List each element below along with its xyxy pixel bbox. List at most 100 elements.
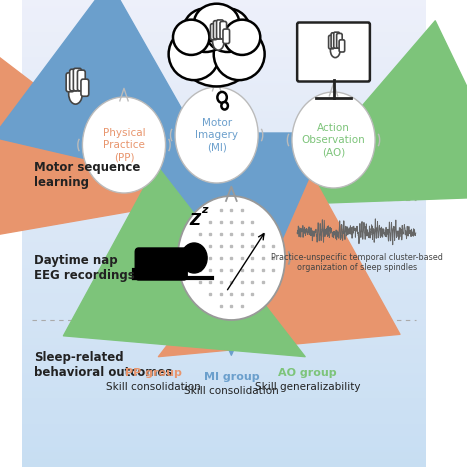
Bar (22, 5, 426, 7)
Bar (22, 350, 426, 353)
Bar (22, 278, 426, 280)
Bar (22, 434, 426, 437)
Bar (22, 320, 426, 322)
Text: Skill consolidation: Skill consolidation (106, 382, 201, 392)
Bar (22, 392, 426, 395)
Bar (22, 226, 426, 229)
Bar (22, 208, 426, 210)
Bar (22, 334, 426, 336)
Bar (22, 105, 426, 107)
Bar (22, 423, 426, 425)
Bar (22, 369, 426, 371)
Bar (22, 413, 426, 416)
Ellipse shape (183, 8, 228, 52)
Bar (22, 77, 426, 79)
Bar (22, 360, 426, 362)
Bar (22, 255, 426, 257)
Bar (22, 205, 426, 208)
Ellipse shape (169, 28, 219, 80)
Bar (22, 248, 426, 250)
Bar (22, 362, 426, 364)
Bar (22, 446, 426, 448)
Bar (22, 100, 426, 103)
Bar (22, 343, 426, 346)
Bar (22, 9, 426, 12)
Ellipse shape (69, 84, 82, 104)
Bar (22, 318, 426, 320)
Text: AO group: AO group (278, 368, 337, 378)
Bar (22, 451, 426, 453)
FancyBboxPatch shape (217, 20, 224, 39)
Bar (22, 308, 426, 311)
Bar (22, 371, 426, 374)
Bar (22, 124, 426, 126)
Bar (22, 329, 426, 332)
Bar (22, 26, 426, 28)
Bar (22, 0, 426, 2)
Bar (22, 93, 426, 96)
Bar (22, 311, 426, 313)
Bar (22, 427, 426, 430)
Bar (22, 70, 426, 72)
Bar (22, 177, 426, 180)
Bar (22, 12, 426, 14)
Bar (22, 180, 426, 182)
Bar (22, 42, 426, 44)
FancyBboxPatch shape (213, 21, 220, 39)
Bar (22, 229, 426, 231)
Bar (22, 184, 426, 187)
Circle shape (181, 243, 207, 273)
Bar (22, 203, 426, 205)
Bar (22, 145, 426, 147)
Bar (22, 222, 426, 224)
FancyBboxPatch shape (339, 40, 345, 52)
Bar (22, 290, 426, 292)
Ellipse shape (331, 43, 340, 57)
Bar (22, 194, 426, 196)
Text: Sleep-related
behavioral outcomes: Sleep-related behavioral outcomes (34, 351, 172, 379)
Bar (22, 367, 426, 369)
Bar (22, 437, 426, 439)
Bar (22, 224, 426, 226)
Bar (22, 40, 426, 42)
Bar (22, 135, 426, 138)
Bar (22, 262, 426, 264)
Bar (22, 121, 426, 124)
Bar (22, 170, 426, 173)
Bar (22, 341, 426, 343)
Bar (22, 28, 426, 30)
Bar (22, 250, 426, 252)
Bar (22, 465, 426, 467)
Bar (22, 241, 426, 243)
Bar (22, 166, 426, 168)
Circle shape (177, 196, 285, 320)
Bar (22, 201, 426, 203)
Bar (22, 133, 426, 135)
Text: Skill consolidation: Skill consolidation (184, 386, 279, 396)
Bar (22, 138, 426, 140)
Bar (22, 448, 426, 451)
Bar (22, 140, 426, 142)
Bar (22, 56, 426, 58)
Bar (22, 294, 426, 297)
Bar (22, 266, 426, 269)
Bar (22, 51, 426, 54)
Bar (22, 117, 426, 119)
Bar (22, 439, 426, 441)
Bar (22, 61, 426, 63)
FancyBboxPatch shape (220, 21, 226, 39)
FancyBboxPatch shape (334, 32, 340, 48)
Bar (22, 348, 426, 350)
Bar (22, 191, 426, 194)
Bar (22, 168, 426, 170)
Bar (22, 364, 426, 367)
Bar (22, 245, 426, 248)
Bar (22, 35, 426, 37)
Bar (22, 406, 426, 409)
Bar (22, 376, 426, 378)
Bar (22, 269, 426, 271)
FancyBboxPatch shape (297, 22, 370, 82)
Bar (22, 257, 426, 259)
Bar (22, 322, 426, 325)
FancyBboxPatch shape (81, 79, 89, 96)
